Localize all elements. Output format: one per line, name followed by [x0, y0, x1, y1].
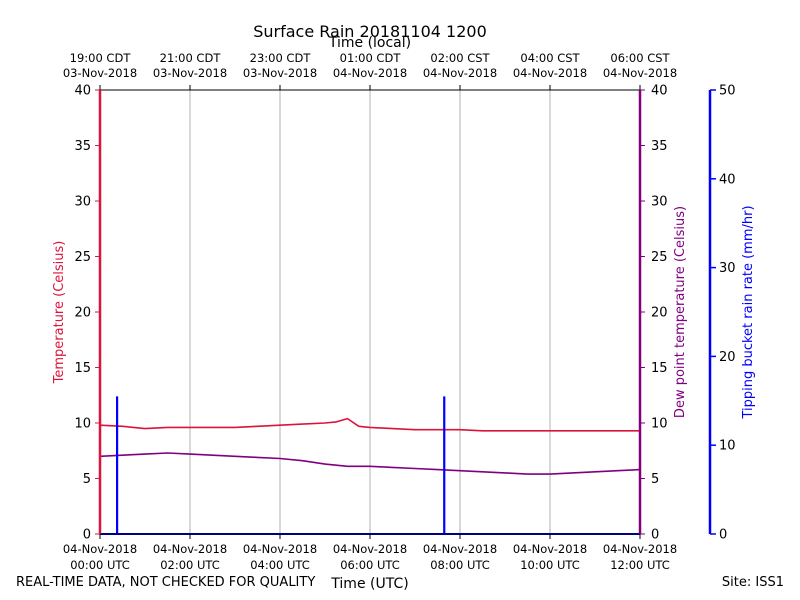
top-tick-time: 19:00 CDT: [70, 51, 132, 65]
top-tick-time: 01:00 CDT: [340, 51, 402, 65]
top-tick-date: 04-Nov-2018: [603, 66, 677, 80]
axes: 0 5 10 15 20 25 30 35 40 0 5 10 15 20 25 30 35 40 0 10 20 30 4…: [63, 51, 736, 572]
top-tick-time: 06:00 CST: [610, 51, 670, 65]
bottom-tick-date: 04-Nov-2018: [513, 542, 587, 556]
right-tick-label: 10: [651, 417, 668, 432]
bottom-tick-time: 12:00 UTC: [610, 558, 670, 572]
site-label: Site: ISS1: [721, 575, 784, 590]
right-axis-label: Dew point temperature (Celsius): [673, 206, 688, 418]
far-right-tick-label: 20: [719, 350, 736, 365]
left-tick-label: 30: [74, 195, 91, 210]
top-tick-date: 03-Nov-2018: [153, 66, 227, 80]
bottom-tick-date: 04-Nov-2018: [333, 542, 407, 556]
far-right-tick-label: 10: [719, 439, 736, 454]
left-tick-label: 20: [74, 306, 91, 321]
right-tick-label: 15: [651, 361, 668, 376]
top-tick-date: 03-Nov-2018: [63, 66, 137, 80]
dew-point-line: [99, 452, 641, 475]
left-tick-label: 10: [74, 417, 91, 432]
chart-title: Surface Rain 20181104 1200: [253, 22, 487, 41]
top-axis-title: Time (local): [328, 35, 411, 51]
bottom-tick-time: 08:00 UTC: [430, 558, 490, 572]
right-tick-label: 0: [651, 528, 659, 543]
top-tick-time: 04:00 CST: [520, 51, 580, 65]
bottom-tick-date: 04-Nov-2018: [423, 542, 497, 556]
top-tick-date: 04-Nov-2018: [513, 66, 587, 80]
top-tick-date: 04-Nov-2018: [333, 66, 407, 80]
left-axis-label: Temperature (Celsius): [52, 241, 67, 385]
top-tick-date: 03-Nov-2018: [243, 66, 317, 80]
left-tick-label: 40: [74, 84, 91, 99]
bottom-tick-time: 02:00 UTC: [160, 558, 220, 572]
left-tick-label: 35: [74, 139, 91, 154]
left-tick-label: 5: [83, 472, 91, 487]
right-tick-label: 35: [651, 139, 668, 154]
bottom-axis-title: Time (UTC): [330, 576, 408, 592]
far-right-tick-label: 50: [719, 84, 736, 99]
left-tick-label: 15: [74, 361, 91, 376]
far-right-axis-label: Tipping bucket rain rate (mm/hr): [741, 205, 756, 419]
top-tick-date: 04-Nov-2018: [423, 66, 497, 80]
bottom-tick-time: 06:00 UTC: [340, 558, 400, 572]
right-tick-label: 25: [651, 250, 668, 265]
bottom-tick-time: 10:00 UTC: [520, 558, 580, 572]
top-tick-time: 02:00 CST: [430, 51, 490, 65]
far-right-tick-label: 30: [719, 261, 736, 276]
left-tick-label: 0: [83, 528, 91, 543]
bottom-tick-time: 04:00 UTC: [250, 558, 310, 572]
vertical-gridlines: [189, 90, 551, 534]
bottom-tick-date: 04-Nov-2018: [153, 542, 227, 556]
bottom-tick-time: 00:00 UTC: [70, 558, 130, 572]
right-tick-label: 20: [651, 306, 668, 321]
right-tick-label: 5: [651, 472, 659, 487]
right-tick-label: 30: [651, 195, 668, 210]
far-right-tick-label: 0: [719, 528, 727, 543]
bottom-tick-date: 04-Nov-2018: [63, 542, 137, 556]
top-tick-time: 23:00 CDT: [250, 51, 312, 65]
bottom-tick-date: 04-Nov-2018: [603, 542, 677, 556]
bottom-tick-date: 04-Nov-2018: [243, 542, 317, 556]
right-tick-label: 40: [651, 84, 668, 99]
temperature-line: [99, 417, 640, 432]
quality-note: REAL-TIME DATA, NOT CHECKED FOR QUALITY: [16, 575, 316, 590]
top-tick-time: 21:00 CDT: [160, 51, 222, 65]
far-right-tick-label: 40: [719, 172, 736, 187]
left-tick-label: 25: [74, 250, 91, 265]
